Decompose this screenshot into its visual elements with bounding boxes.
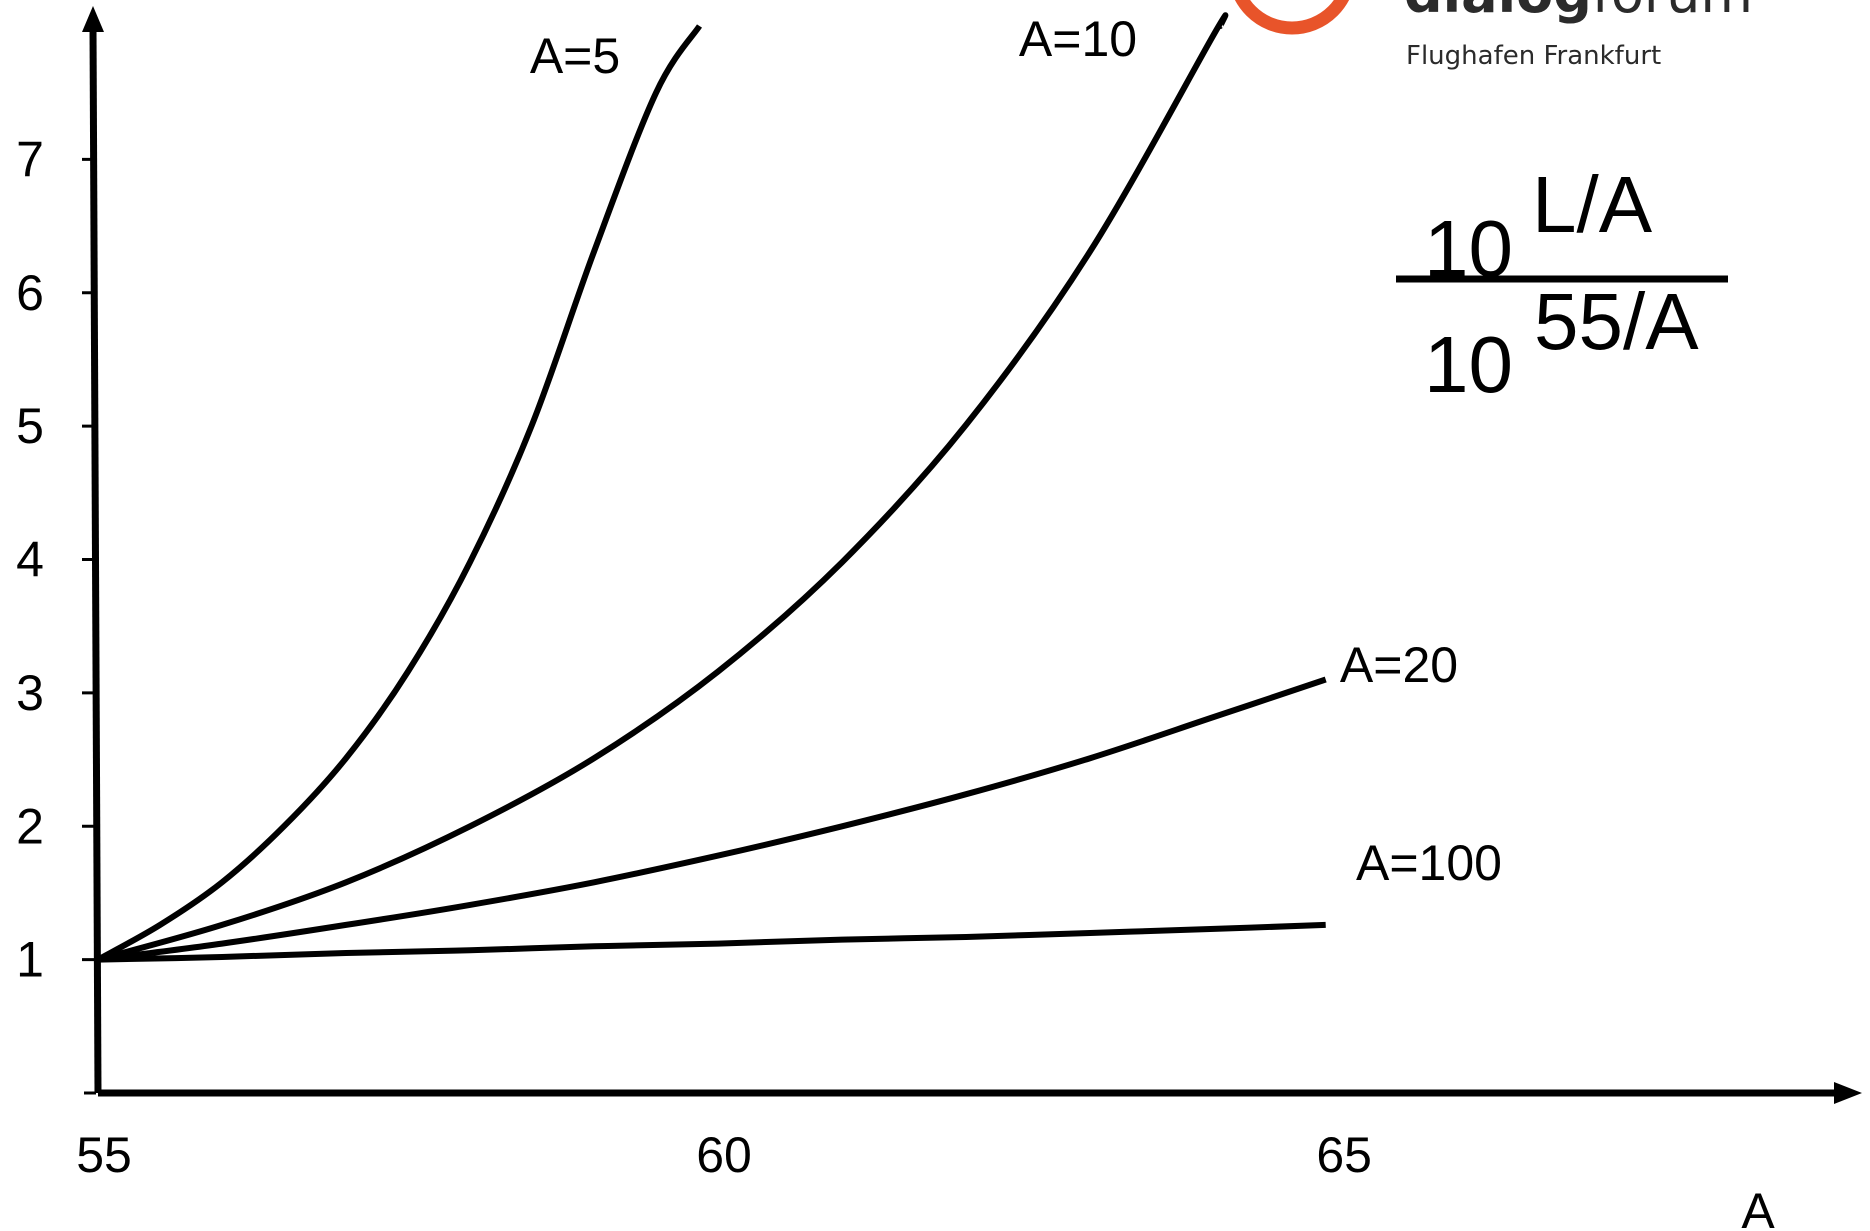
series-label-a-10: A=10 xyxy=(1019,11,1137,67)
y-tick-label: 3 xyxy=(16,665,44,721)
series-line-a-5 xyxy=(96,24,703,963)
x-tick-label: 65 xyxy=(1316,1127,1372,1183)
formula-annotation: 10 L/A 10 55/A xyxy=(1396,160,1728,409)
x-axis-arrow-icon xyxy=(1834,1082,1862,1104)
series-labels: A=5 A=10 A=20 A=100 xyxy=(530,11,1502,891)
y-tick-label: 5 xyxy=(16,398,44,454)
formula-denominator-base: 10 xyxy=(1424,320,1513,409)
y-tick-label: 4 xyxy=(16,532,44,588)
logo-wordmark: dialogforum xyxy=(1404,0,1753,25)
series-label-a-5: A=5 xyxy=(530,28,620,84)
series-line-a-100 xyxy=(97,921,1326,963)
logo-subtitle: Flughafen Frankfurt xyxy=(1406,41,1661,71)
x-tick-label: 55 xyxy=(76,1127,132,1183)
y-tick-label: 6 xyxy=(16,265,44,321)
series-line-a-10 xyxy=(97,12,1229,963)
y-axis-arrow-icon xyxy=(82,6,104,32)
series-label-a-20: A=20 xyxy=(1340,637,1458,693)
logo-wordmark-bold: dialog xyxy=(1404,0,1592,25)
y-tick-label: 1 xyxy=(16,932,44,988)
series-label-a-100: A=100 xyxy=(1356,835,1502,891)
x-tick-label: 60 xyxy=(696,1127,752,1183)
series-group xyxy=(96,12,1327,963)
ticks: 1 2 3 4 5 6 7 55 60 65 A xyxy=(16,131,1775,1231)
y-tick-label: 2 xyxy=(16,798,44,854)
formula-denominator-exponent: 55/A xyxy=(1534,277,1699,366)
series-line-a-20 xyxy=(97,676,1327,963)
y-tick-label: 7 xyxy=(16,131,44,187)
x-axis-label: A xyxy=(1741,1183,1775,1231)
formula-numerator-exponent: L/A xyxy=(1532,160,1653,249)
logo-wordmark-light: forum xyxy=(1592,0,1753,25)
logo: dialogforum Flughafen Frankfurt xyxy=(1234,0,1753,71)
logo-ring-icon xyxy=(1234,0,1350,35)
